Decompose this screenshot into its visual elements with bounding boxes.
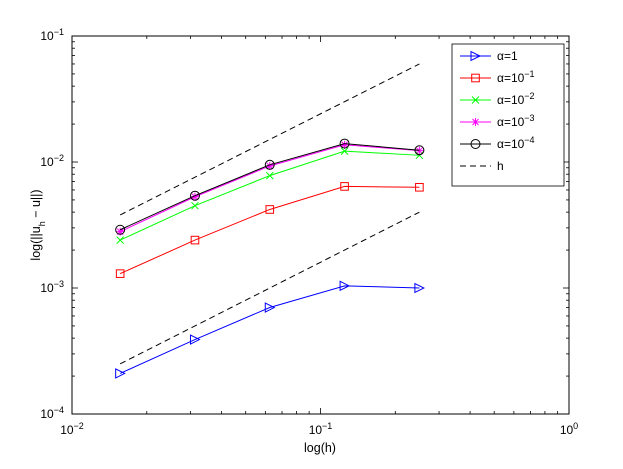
reference-line-upper: [119, 63, 420, 216]
legend-item: α=10−1: [460, 69, 535, 85]
series-line: [119, 285, 420, 374]
legend-label-exp: −1: [524, 69, 534, 79]
y-tick-label: 10−4: [40, 405, 64, 421]
x-tick-label-base: 10: [560, 423, 574, 437]
legend-marker-x-stroke-b: [471, 96, 480, 104]
x-tick-label-exp: −2: [74, 421, 84, 431]
legend-label: α=10−1: [497, 69, 535, 85]
legend-label-exp: −2: [524, 91, 534, 101]
x-axis-label: log(h): [304, 441, 336, 455]
legend-marker-triangle-right: [470, 50, 482, 62]
data-point-triangle-right: [264, 302, 276, 313]
data-point-x: [340, 147, 349, 155]
legend-box: [451, 43, 565, 187]
y-tick-label: 10−2: [40, 153, 64, 169]
series-line: [119, 185, 420, 275]
reference-line-lower: [119, 211, 420, 365]
legend-label: h: [497, 159, 504, 173]
y-tick-label-base: 10: [40, 29, 54, 43]
legend-label-exp: −4: [524, 135, 534, 145]
reference-lines: [119, 63, 420, 365]
data-point-star: [415, 146, 424, 155]
legend-item: h: [460, 159, 504, 173]
data-point-star-stroke-d: [416, 147, 423, 155]
y-tick-label-base: 10: [40, 407, 54, 421]
data-point-triangle-right: [414, 282, 426, 294]
y-tick-label-exp: −3: [54, 279, 64, 289]
legend-marker-x: [471, 96, 480, 104]
y-tick-label-exp: −2: [54, 153, 64, 163]
data-point-x: [265, 171, 274, 180]
legend-label: α=10−3: [497, 113, 535, 129]
x-tick-label: 100: [560, 421, 578, 437]
y-tick-label-base: 10: [40, 281, 54, 295]
x-tick-label: 10−2: [60, 421, 84, 437]
y-tick-label: 10−1: [40, 27, 64, 43]
data-point-triangle-right: [115, 368, 126, 379]
series-2: [115, 182, 424, 278]
data-point-triangle-right: [339, 280, 351, 292]
y-axis-label-sub: h: [37, 221, 47, 226]
legend-label-exp: −3: [524, 113, 534, 123]
data-point-triangle-right: [189, 334, 201, 345]
legend-label-base: α=10: [497, 71, 525, 85]
data-point-x-stroke-b: [265, 171, 274, 180]
data-point-square: [265, 205, 275, 214]
y-tick-label: 10−3: [40, 279, 64, 295]
legend: α=1α=10−1α=10−2α=10−3α=10−4h: [451, 43, 565, 187]
series-line: [119, 143, 420, 231]
x-tick-label-base: 10: [309, 423, 323, 437]
legend-marker-square: [471, 73, 480, 83]
legend-label-base: α=1: [497, 49, 518, 63]
y-tick-label-exp: −1: [54, 27, 64, 37]
series-1: [115, 280, 426, 379]
legend-marker-circle: [470, 139, 481, 149]
legend-label-base: h: [497, 159, 504, 173]
data-point-x: [191, 201, 199, 210]
legend-item: α=10−3: [460, 113, 535, 129]
data-point-circle: [264, 159, 275, 170]
legend-marker-star-stroke-d: [472, 118, 479, 126]
data-point-square: [190, 235, 200, 245]
legend-label: α=10−4: [497, 135, 535, 151]
data-point-circle: [189, 190, 200, 201]
data-point-square: [340, 182, 349, 191]
data-point-x: [116, 236, 125, 244]
y-axis-label: log(||uh − u||): [29, 189, 47, 260]
legend-label-base: α=10: [497, 137, 525, 151]
y-tick-label-base: 10: [40, 155, 54, 169]
data-point-x-stroke-b: [116, 236, 125, 244]
data-point-circle: [414, 145, 425, 156]
data-point-star-stroke-d: [341, 141, 348, 149]
x-tick-label: 10−1: [309, 421, 333, 437]
data-point-circle: [115, 224, 126, 235]
legend-item: α=10−2: [460, 91, 535, 107]
y-axis-label-suffix: − u||): [29, 189, 43, 221]
data-series: [115, 138, 426, 379]
data-point-x-stroke-b: [191, 201, 199, 210]
legend-label: α=1: [497, 49, 518, 63]
data-point-circle: [339, 138, 350, 149]
data-point-x-stroke-b: [340, 147, 349, 155]
legend-label: α=10−2: [497, 91, 535, 107]
legend-label-base: α=10: [497, 93, 525, 107]
data-point-square: [415, 182, 424, 192]
legend-item: α=10−4: [460, 135, 535, 151]
y-tick-label-exp: −4: [54, 405, 64, 415]
x-tick-label-base: 10: [60, 423, 74, 437]
y-axis-label-prefix: log(||u: [29, 226, 43, 260]
legend-marker-star: [471, 118, 480, 126]
legend-item: α=1: [460, 49, 518, 63]
x-tick-label-exp: −1: [322, 421, 332, 431]
series-5: [115, 138, 425, 235]
x-tick-label-exp: 0: [573, 421, 578, 431]
data-point-square: [115, 269, 125, 278]
legend-label-base: α=10: [497, 115, 525, 129]
